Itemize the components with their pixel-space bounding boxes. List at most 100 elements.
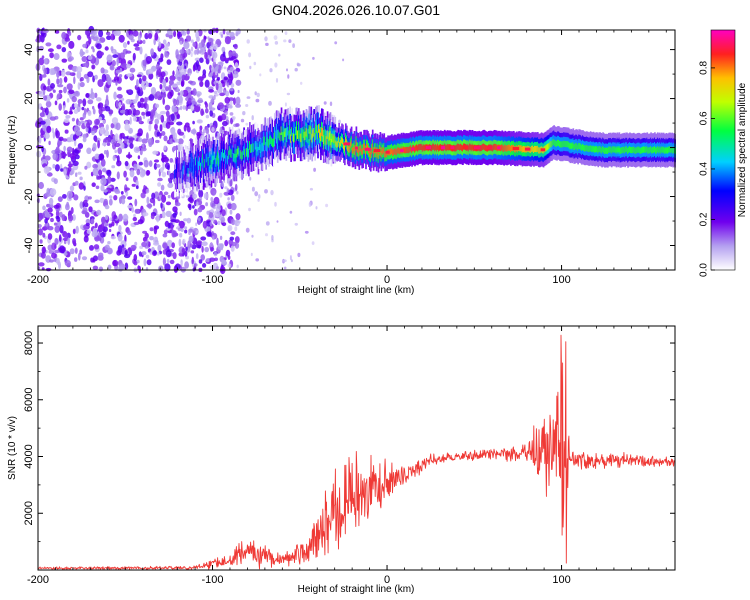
- spectrogram-ridge-cell: [564, 140, 567, 148]
- spectrogram-ridge-cell: [629, 146, 631, 153]
- spectrogram-noise-cell: [136, 39, 143, 45]
- spectrogram-noise-cell: [162, 39, 167, 45]
- spectrogram-noise-cell: [163, 158, 169, 162]
- spectrogram-noise-cell: [228, 51, 232, 58]
- spectrogram-ridge-cell: [287, 126, 290, 136]
- spectrogram-noise-cell: [201, 131, 205, 136]
- spectrogram-noise-cell: [192, 196, 195, 200]
- spectrogram-ridge-cell: [424, 144, 427, 151]
- spectrogram-ridge-cell: [664, 147, 667, 154]
- spectrogram-noise-cell: [92, 142, 97, 152]
- spectrogram-noise-cell: [220, 216, 226, 223]
- spectrogram-noise-cell: [325, 203, 329, 208]
- spectrogram-noise-cell: [91, 230, 98, 238]
- spectrogram-noise-cell: [114, 142, 121, 148]
- spectrogram-ridge-cell: [480, 145, 483, 152]
- spectrogram-ridge-cell: [416, 145, 419, 152]
- spectrogram-ridge-cell: [491, 145, 494, 152]
- spectrogram-ridge-cell: [282, 128, 285, 138]
- spectrogram-noise-cell: [54, 237, 59, 245]
- spectrogram-ridge-cell: [337, 141, 339, 148]
- spectrogram-noise-cell: [91, 130, 95, 136]
- spectrogram-noise-cell: [109, 195, 113, 199]
- spectrogram-ridge-cell: [657, 147, 660, 154]
- spectrogram-noise-cell: [167, 182, 174, 188]
- spectrogram-noise-cell: [208, 211, 214, 219]
- spectrogram-noise-cell: [198, 42, 203, 49]
- spectrogram-noise-cell: [229, 31, 235, 37]
- spectrogram-ridge-cell: [216, 155, 219, 165]
- spectrogram-ridge-cell: [403, 146, 406, 154]
- spectrogram-ridge-cell: [313, 128, 316, 137]
- spectrogram-ridge-cell: [280, 126, 283, 136]
- spectrogram-noise-cell: [179, 40, 183, 46]
- snr-y-ticks: 2000 4000 6000 8000: [23, 331, 675, 571]
- spectrogram-noise-cell: [172, 70, 175, 77]
- spectrogram-noise-cell: [115, 122, 121, 131]
- spectrogram-noise-cell: [165, 201, 172, 206]
- spectrogram-noise-cell: [257, 198, 260, 202]
- spectrogram-ridge-cell: [534, 145, 536, 153]
- spectrogram-noise-cell: [221, 209, 226, 217]
- spectrogram-ridge-cell: [519, 145, 522, 152]
- spectrogram-noise-cell: [216, 213, 219, 217]
- spectrogram-noise-cell: [194, 49, 198, 55]
- spectrogram-noise-cell: [61, 31, 67, 40]
- spectrogram-ridge-cell: [224, 149, 226, 159]
- spectrogram-ridge-cell: [392, 149, 395, 156]
- spectrogram-noise-cell: [124, 120, 129, 125]
- spectrogram-ridge-cell: [581, 144, 583, 151]
- spectrogram-noise-cell: [196, 131, 201, 137]
- spectrogram-noise-cell: [158, 41, 162, 49]
- spectrogram-noise-cell: [213, 57, 217, 63]
- spectrogram-noise-cell: [188, 97, 192, 104]
- spectrogram-noise-cell: [65, 203, 70, 211]
- spectrogram-noise-cell: [75, 172, 78, 177]
- spectrogram-noise-cell: [209, 109, 213, 117]
- spectrogram-noise-cell: [249, 65, 252, 70]
- spectrogram-ridge-cell: [208, 157, 211, 167]
- spectrogram-noise-cell: [274, 41, 279, 45]
- spectrogram-noise-cell: [161, 171, 167, 178]
- colorbar-ticks: 0.0 0.2 0.4 0.6 0.8: [699, 61, 715, 277]
- spectrogram-noise-cell: [94, 118, 101, 125]
- spectrogram-ridge-cell: [317, 130, 319, 140]
- spectrogram-noise-cell: [154, 123, 158, 131]
- spectrogram-noise-cell: [270, 189, 274, 196]
- spectrogram-noise-cell: [208, 56, 212, 61]
- spectrogram-noise-cell: [234, 226, 238, 232]
- spectrogram-noise-cell: [210, 243, 214, 248]
- spectrogram-noise-cell: [221, 260, 228, 266]
- spectrogram-ridge-cell: [565, 141, 568, 148]
- spectrogram-noise-cell: [153, 162, 158, 170]
- spectrogram-ridge-cell: [447, 144, 450, 151]
- spectrogram-ridge-cell: [537, 147, 540, 154]
- spectrogram-ridge-cell: [213, 151, 216, 161]
- spectrogram-noise-cell: [229, 112, 234, 116]
- spectrogram-noise-cell: [118, 224, 122, 232]
- spectrogram-noise-cell: [112, 155, 116, 161]
- spectrogram-ridge-cell: [568, 142, 571, 149]
- spectrogram-noise-cell: [87, 196, 92, 200]
- spectrogram-noise-cell: [342, 58, 345, 62]
- spectrogram-noise-cell: [153, 226, 158, 235]
- spectrogram-ridge-cell: [275, 129, 278, 138]
- spectrogram-ridge-cell: [643, 146, 646, 153]
- spectrogram-noise-cell: [56, 94, 59, 101]
- spectrogram-noise-cell: [141, 241, 148, 248]
- spectrogram-noise-cell: [62, 104, 66, 112]
- spectrogram-ridge-cell: [177, 168, 179, 178]
- spectrogram-noise-cell: [65, 115, 71, 119]
- spectrogram-noise-cell: [94, 137, 98, 143]
- spectrogram-noise-cell: [216, 40, 222, 46]
- spectrogram-noise-cell: [111, 60, 116, 67]
- spectrogram-noise-cell: [217, 61, 224, 66]
- spectrogram-ridge-cell: [485, 144, 487, 152]
- spectrogram-ridge-cell: [551, 140, 554, 148]
- spectrogram-ridge-cell: [199, 157, 201, 166]
- spectrogram-noise-cell: [54, 244, 57, 249]
- spectrogram-noise-cell: [195, 230, 199, 234]
- spectrogram-noise-cell: [104, 46, 109, 51]
- spectrogram-noise-cell: [133, 213, 136, 218]
- spectrogram-ridge-cell: [448, 144, 451, 151]
